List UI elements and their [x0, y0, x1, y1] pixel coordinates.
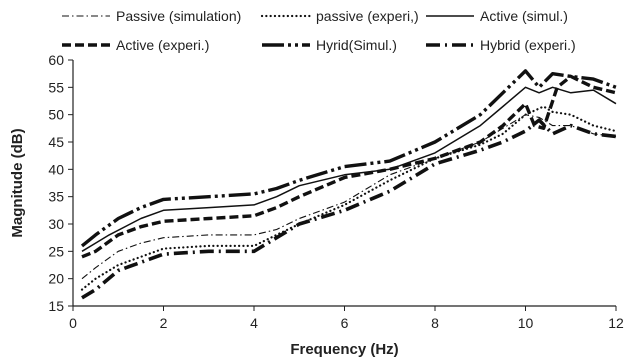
legend-item-1: Passive (simulation) [62, 8, 241, 24]
legend-label: Active (experi.) [116, 37, 209, 53]
x-ticks: 0 2 4 6 8 10 12 [69, 306, 624, 331]
series-line-5 [80, 69, 617, 248]
x-tick-label: 2 [160, 315, 168, 331]
y-tick-label: 20 [48, 271, 64, 287]
x-tick-label: 10 [518, 315, 534, 331]
y-tick-label: 35 [48, 189, 64, 205]
y-axis-title: Magnitude (dB) [9, 128, 26, 237]
legend-item-3: Active (simul.) [426, 8, 568, 24]
x-tick-label: 6 [341, 315, 349, 331]
y-tick-label: 25 [48, 243, 64, 259]
series-layer [80, 69, 618, 300]
y-tick-label: 45 [48, 134, 64, 150]
x-tick-label: 8 [431, 315, 439, 331]
legend: Passive (simulation) passive (experi,) Act… [62, 8, 576, 53]
series-line-6 [81, 118, 617, 300]
legend-label: passive (experi,) [316, 8, 419, 24]
legend-item-6: Hybrid (experi.) [426, 37, 576, 53]
y-tick-label: 15 [48, 298, 64, 314]
y-tick-label: 50 [48, 107, 64, 123]
legend-label: Active (simul.) [480, 8, 568, 24]
legend-label: Hybrid (experi.) [480, 37, 576, 53]
x-axis-title: Frequency (Hz) [290, 341, 398, 358]
series-line-4 [81, 74, 617, 259]
y-tick-label: 55 [48, 79, 64, 95]
y-tick-label: 60 [48, 52, 64, 68]
series-line-2 [80, 105, 618, 291]
x-tick-label: 4 [250, 315, 258, 331]
legend-label: Hyrid(Simul.) [316, 37, 397, 53]
y-tick-label: 40 [48, 161, 64, 177]
series-line-1 [81, 114, 617, 280]
y-tick-label: 30 [48, 216, 64, 232]
x-tick-label: 0 [69, 315, 77, 331]
legend-item-4: Active (experi.) [62, 37, 209, 53]
legend-item-5: Hyrid(Simul.) [262, 37, 397, 53]
y-ticks: 15 20 25 30 35 40 45 50 55 60 [48, 52, 73, 314]
legend-item-2: passive (experi,) [260, 8, 419, 24]
legend-label: Passive (simulation) [116, 8, 241, 24]
x-tick-label: 12 [608, 315, 624, 331]
series-line-3 [81, 86, 617, 252]
axes: 0 2 4 6 8 10 12 15 20 25 30 35 40 45 50 55 60 [48, 52, 624, 331]
